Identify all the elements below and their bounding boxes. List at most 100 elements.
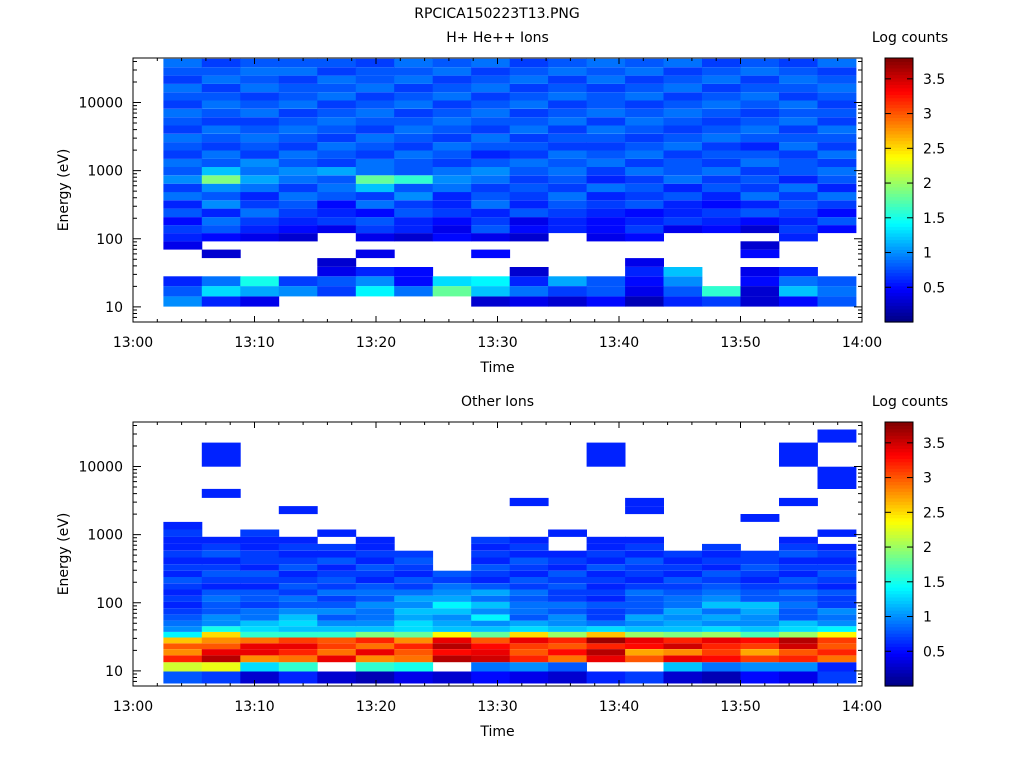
heatmap-cell: [471, 570, 511, 577]
colorbar-segment: [885, 557, 913, 562]
heatmap-cell: [240, 577, 280, 584]
heatmap-cell: [317, 595, 357, 602]
heatmap-cell: [355, 649, 395, 656]
colorbar-tick-label: 3.5: [923, 436, 945, 452]
heatmap-cell: [740, 117, 780, 126]
heatmap-cell: [278, 583, 318, 590]
heatmap-cell: [625, 276, 664, 287]
heatmap-cell: [509, 286, 549, 297]
heatmap-cell: [509, 58, 549, 68]
heatmap-cell: [317, 175, 357, 184]
colorbar-segment: [885, 190, 913, 194]
colorbar-segment: [885, 593, 913, 598]
colorbar-segment: [885, 229, 913, 234]
heatmap-cell: [355, 75, 395, 84]
colorbar-segment: [885, 137, 913, 142]
y-axis-label: Energy (eV): [56, 513, 72, 596]
colorbar-segment: [885, 147, 913, 151]
heatmap-cell: [163, 296, 203, 307]
colorbar-tick-label: 1.5: [923, 211, 945, 227]
colorbar-segment: [885, 196, 913, 201]
heatmap-cell: [586, 543, 626, 551]
heatmap-cell: [432, 192, 472, 201]
heatmap-cell: [278, 662, 318, 672]
heatmap-cell: [278, 589, 318, 596]
colorbar-segment: [885, 157, 913, 161]
heatmap-cell: [355, 671, 395, 684]
heatmap-cell: [509, 595, 549, 602]
heatmap-cell: [586, 442, 626, 467]
heatmap-cell: [240, 200, 280, 209]
heatmap-cell: [586, 649, 626, 656]
heatmap-cell: [317, 108, 357, 118]
heatmap-cell: [625, 58, 664, 68]
heatmap-cell: [471, 175, 511, 184]
heatmap-cell: [201, 564, 241, 571]
heatmap-cell: [201, 550, 241, 558]
heatmap-cell: [432, 570, 472, 577]
colorbar-segment: [885, 252, 913, 257]
colorbar-segment: [885, 74, 913, 79]
heatmap-cell: [394, 583, 434, 590]
heatmap-cell: [394, 200, 434, 209]
heatmap-cell: [509, 637, 549, 644]
heatmap-cell: [355, 67, 395, 76]
heatmap-cell: [779, 550, 818, 558]
heatmap-cell: [278, 175, 318, 184]
heatmap-cell: [740, 620, 780, 627]
heatmap-cell: [586, 217, 626, 226]
heatmap-cell: [355, 583, 395, 590]
heatmap-cell: [586, 92, 626, 101]
heatmap-cell: [394, 655, 434, 663]
x-tick-label: 13:50: [720, 335, 760, 351]
heatmap-cell: [240, 583, 280, 590]
heatmap-cell: [201, 649, 241, 656]
heatmap-cell: [201, 536, 241, 544]
heatmap-cell: [779, 167, 818, 176]
heatmap-cell: [586, 200, 626, 209]
heatmap-cell: [586, 671, 626, 684]
colorbar-segment: [885, 209, 913, 214]
heatmap-cell: [278, 117, 318, 126]
heatmap-cell: [625, 267, 664, 277]
heatmap-cell: [625, 167, 664, 176]
heatmap-cell: [509, 550, 549, 558]
heatmap-cell: [509, 601, 549, 609]
heatmap-cell: [163, 125, 203, 134]
colorbar-segment: [885, 428, 913, 433]
heatmap-cell: [278, 150, 318, 159]
heatmap-cell: [817, 142, 857, 151]
heatmap-cell: [740, 58, 780, 68]
heatmap-cell: [740, 643, 780, 649]
heatmap-cell: [317, 58, 357, 68]
heatmap-cell: [702, 200, 741, 209]
heatmap-cell: [355, 125, 395, 134]
colorbar-segment: [885, 431, 913, 436]
heatmap-cell: [355, 142, 395, 151]
heatmap-cell: [663, 637, 703, 644]
heatmap-cell: [471, 550, 511, 558]
heatmap-cell: [625, 506, 664, 515]
heatmap-cell: [625, 601, 664, 609]
colorbar-segment: [885, 527, 913, 532]
heatmap-cell: [779, 497, 818, 507]
heatmap-cell: [317, 570, 357, 577]
heatmap-cell: [548, 67, 587, 76]
heatmap-cell: [278, 595, 318, 602]
heatmap-cell: [432, 649, 472, 656]
heatmap-cell: [779, 655, 818, 663]
heatmap-cell: [702, 67, 741, 76]
heatmap-cell: [163, 557, 203, 565]
heatmap-cell: [278, 536, 318, 544]
heatmap-cell: [394, 225, 434, 234]
heatmap-cell: [548, 217, 587, 226]
heatmap-cell: [509, 631, 549, 638]
heatmap-cell: [432, 142, 472, 151]
colorbar-segment: [885, 679, 913, 684]
heatmap-cell: [278, 67, 318, 76]
heatmap-cell: [817, 655, 857, 663]
heatmap-cell: [548, 125, 587, 134]
colorbar-segment: [885, 140, 913, 145]
heatmap-cell: [740, 217, 780, 226]
heatmap-cell: [509, 150, 549, 159]
